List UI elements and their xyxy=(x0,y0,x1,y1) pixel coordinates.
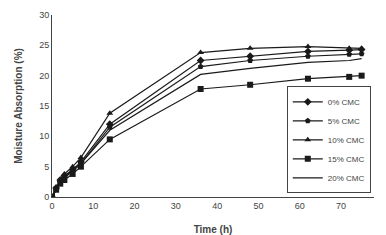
svg-text:Time (h): Time (h) xyxy=(194,224,233,235)
svg-text:20: 20 xyxy=(39,71,49,81)
svg-text:0: 0 xyxy=(44,192,49,202)
svg-text:Moisture Absorption (%): Moisture Absorption (%) xyxy=(13,48,24,164)
svg-text:5: 5 xyxy=(44,162,49,172)
svg-text:70: 70 xyxy=(336,201,346,211)
svg-text:20% CMC: 20% CMC xyxy=(328,174,365,183)
svg-text:0: 0 xyxy=(49,201,54,211)
svg-text:10: 10 xyxy=(39,131,49,141)
svg-text:40: 40 xyxy=(212,201,222,211)
svg-text:0% CMC: 0% CMC xyxy=(328,98,360,107)
svg-text:60: 60 xyxy=(295,201,305,211)
svg-text:30: 30 xyxy=(39,10,49,20)
svg-text:10: 10 xyxy=(88,201,98,211)
svg-text:15% CMC: 15% CMC xyxy=(328,155,365,164)
svg-text:20: 20 xyxy=(130,201,140,211)
svg-text:15: 15 xyxy=(39,101,49,111)
svg-text:10% CMC: 10% CMC xyxy=(328,136,365,145)
svg-text:30: 30 xyxy=(171,201,181,211)
svg-text:25: 25 xyxy=(39,40,49,50)
svg-text:5% CMC: 5% CMC xyxy=(328,117,360,126)
svg-text:50: 50 xyxy=(253,201,263,211)
